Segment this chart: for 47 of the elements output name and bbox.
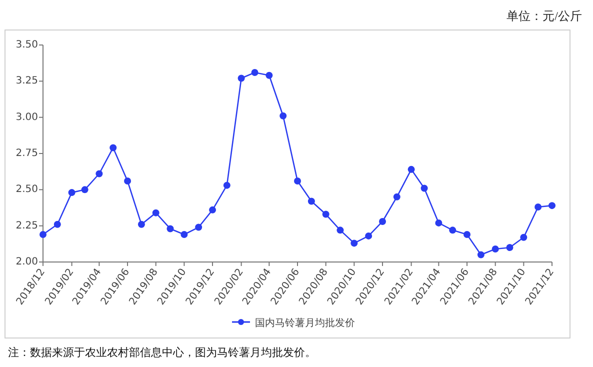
y-tick-label: 3.00 [16,112,38,123]
point [506,244,514,252]
point [336,226,344,234]
y-tick-label: 3.25 [16,76,38,87]
point [223,182,230,189]
point [449,226,456,234]
point [81,186,88,194]
point [96,170,103,178]
point [492,245,499,252]
point [322,210,330,218]
point [520,234,528,241]
y-tick-label: 3.50 [16,40,38,50]
text: 注：数据来源于农业农村部信息中心，图为马铃薯月均批发价。 [8,346,316,359]
point [166,225,174,232]
point [534,204,542,211]
point [238,74,245,82]
point [294,177,301,184]
point [408,166,415,173]
point [280,112,287,120]
point [308,198,315,205]
point [548,202,556,210]
point [180,231,188,238]
point [138,220,145,228]
y-tick-label: 2.25 [16,220,38,232]
y-tick-label: 2.50 [16,184,38,196]
point [477,251,484,258]
y-tick-label: 2.00 [16,256,38,268]
point [393,193,400,200]
point [266,72,273,79]
point [68,189,76,196]
point [209,206,216,214]
point [420,184,428,192]
point [435,219,442,226]
point [40,231,46,238]
legend-label: 国内马铃薯月均批发价 [255,317,355,329]
point [195,224,202,231]
point [365,232,372,240]
point [378,218,386,225]
point [124,177,132,184]
point [251,68,258,76]
point [110,144,117,152]
chart-subtitle: 单位：元/公斤 [506,9,582,23]
y-tick-label: 2.75 [16,148,38,159]
point [350,240,358,247]
point [54,220,61,228]
point [152,209,160,216]
point [464,231,471,238]
